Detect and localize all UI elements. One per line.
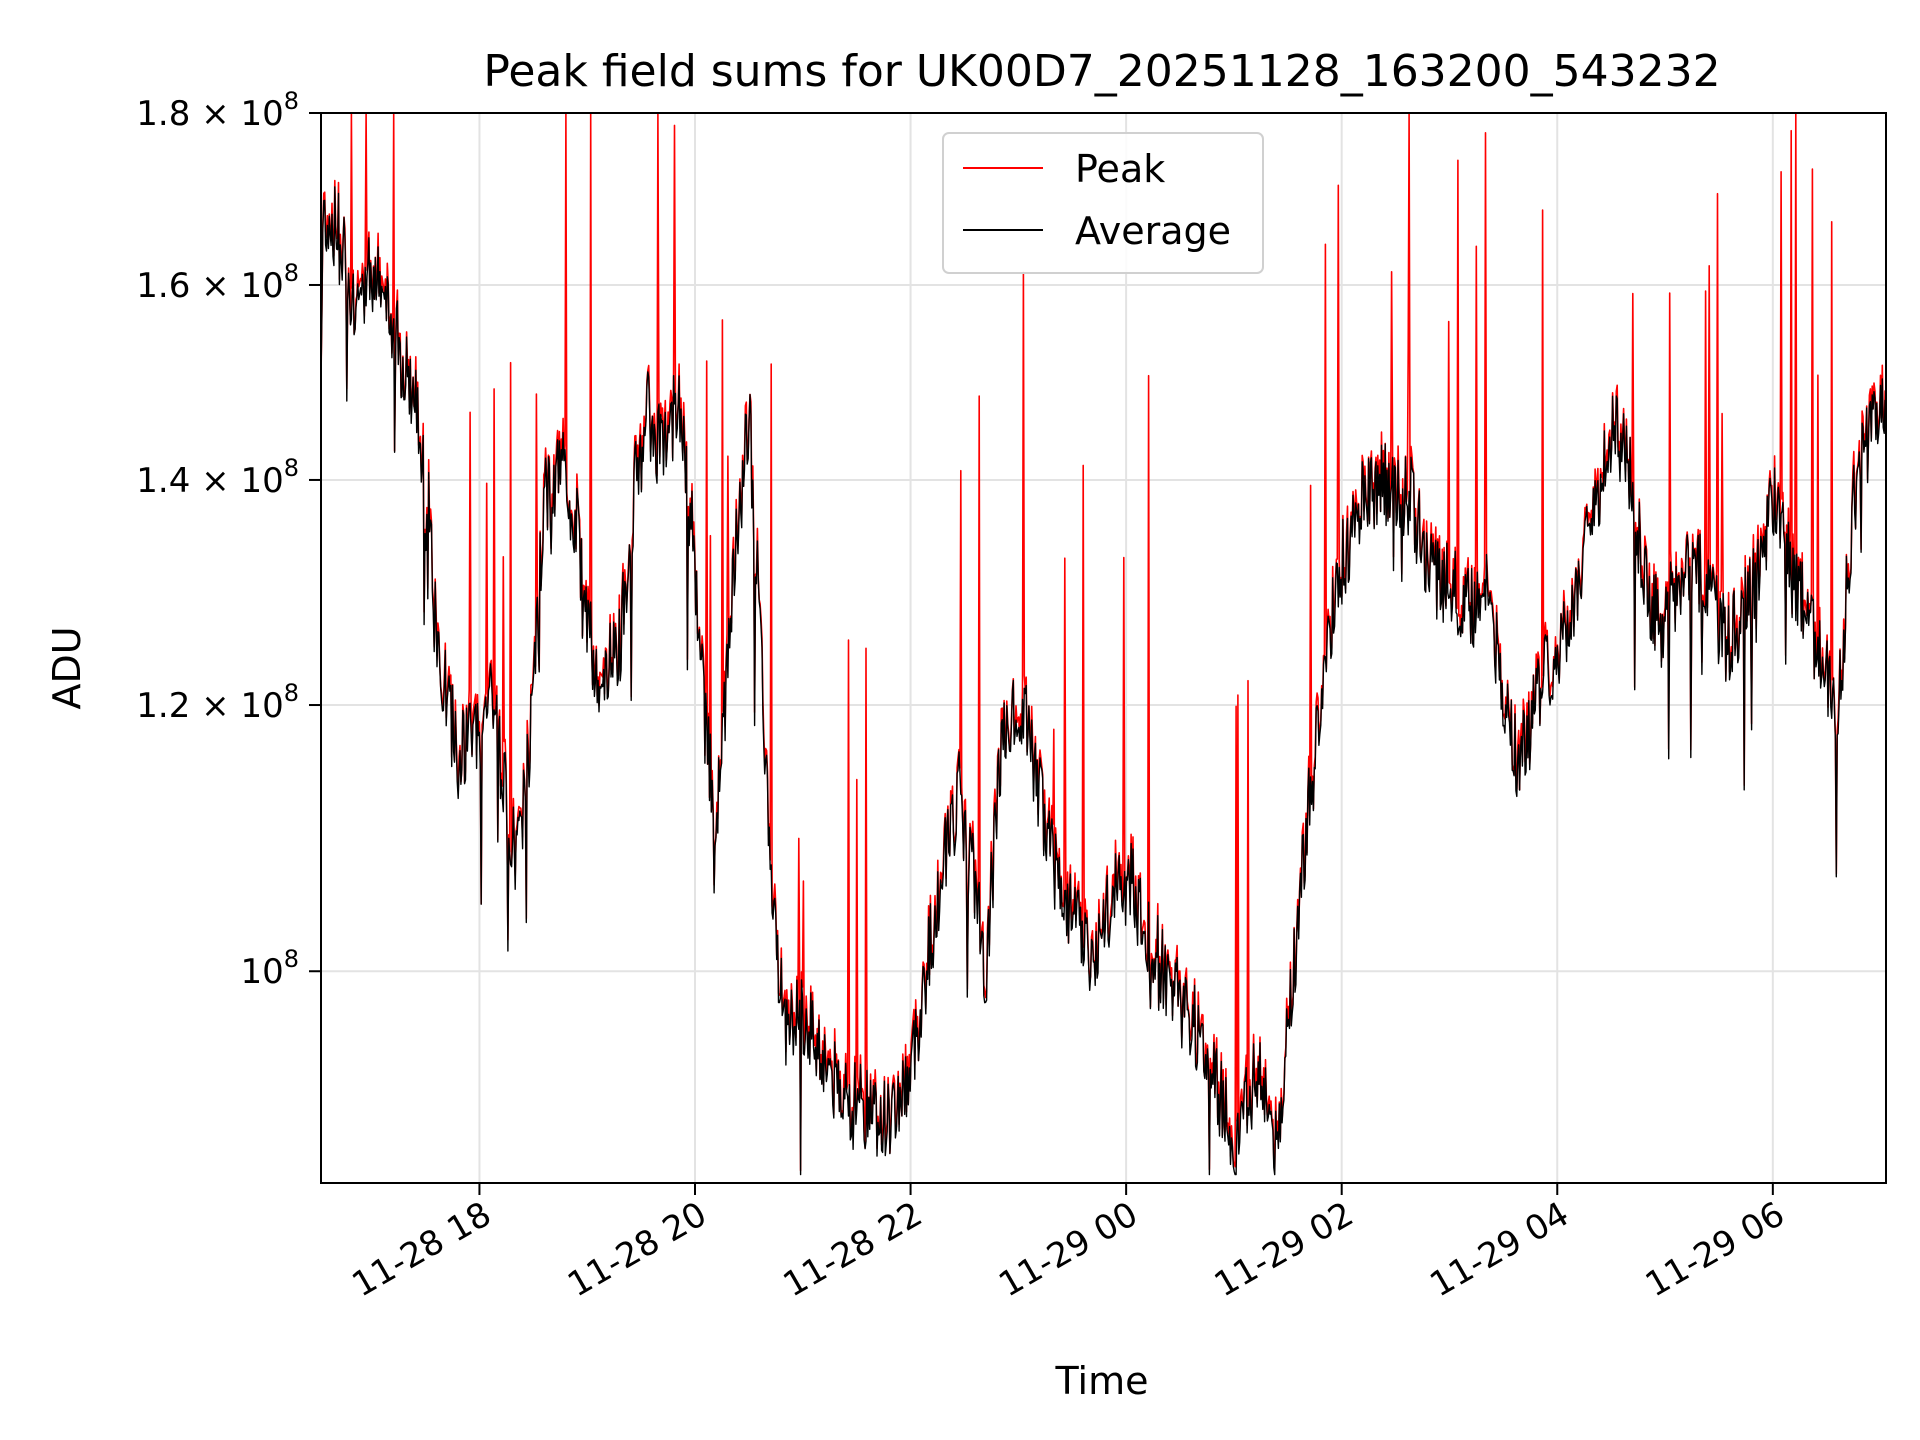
series-line-average [320,186,1887,1176]
y-tick-exponent: 8 [284,945,299,973]
y-axis-label: ADU [45,626,89,709]
plot-area-frame [320,112,1887,1184]
y-tick-multiplier: 1.8 × [136,94,240,134]
x-axis-label: Time [1055,1359,1149,1403]
y-tick-multiplier: 1.2 × [136,686,240,726]
y-tick-exponent: 8 [284,87,299,115]
y-tick-base: 10 [240,266,283,306]
y-tick-base: 10 [240,952,283,992]
legend-label-peak: Peak [1075,147,1165,191]
series-group [320,112,1887,1176]
y-tick-label: 1.6 × 108 [136,259,299,306]
y-tick-exponent: 8 [284,679,299,707]
y-tick-label: 1.4 × 108 [136,454,299,501]
chart-title: Peak field sums for UK00D7_20251128_1632… [483,46,1720,97]
y-tick-exponent: 8 [284,454,299,482]
y-tick-base: 10 [240,461,283,501]
y-tick-exponent: 8 [284,259,299,287]
legend-label-average: Average [1075,209,1231,253]
y-tick-base: 10 [240,94,283,134]
y-tick-label: 1.8 × 108 [136,87,299,134]
legend: Peak Average [942,132,1264,274]
y-tick-multiplier: 1.4 × [136,461,240,501]
y-tick-base: 10 [240,686,283,726]
y-tick-label: 108 [240,945,299,992]
y-tick-label: 1.2 × 108 [136,679,299,726]
y-tick-multiplier: 1.6 × [136,266,240,306]
